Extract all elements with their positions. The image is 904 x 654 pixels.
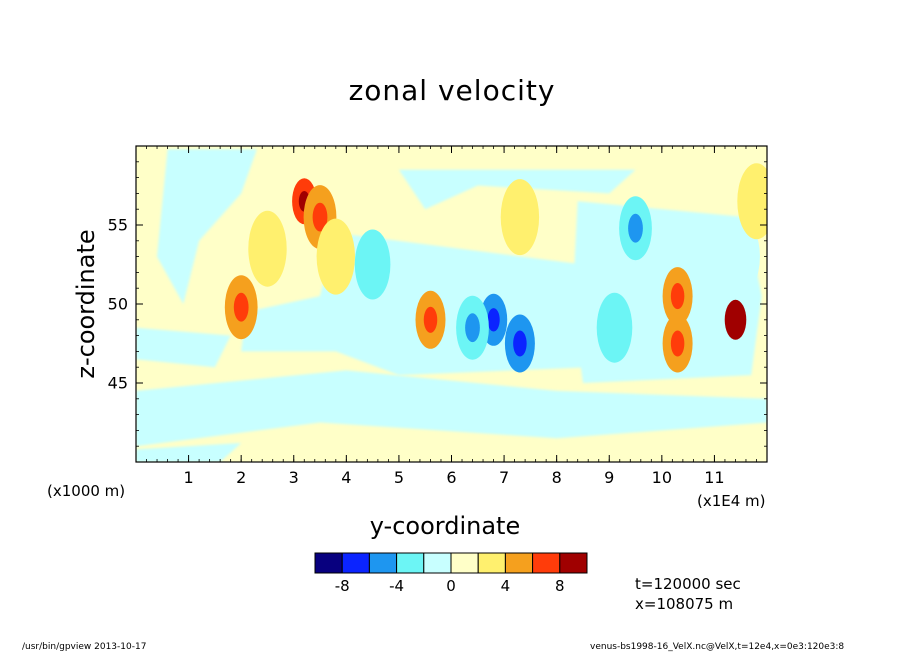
colorbar-swatch-7	[477, 552, 506, 574]
x-units-note: (x1E4 m)	[697, 492, 766, 510]
x-tick-label-6: 6	[446, 468, 457, 487]
x-tick-label-5: 5	[393, 468, 404, 487]
field-feature-core-10	[513, 330, 527, 357]
field-feature-4	[248, 210, 287, 287]
field-feature-core-9	[465, 313, 480, 343]
field-feature-core-2	[312, 202, 328, 232]
field-feature-core-14	[670, 283, 685, 310]
y-tick-label-45: 45	[107, 373, 128, 393]
position-annotation: x=108075 m	[635, 595, 734, 613]
footer-right: venus-bs1998-16_VelX.nc@VelX,t=12e4,x=0e…	[590, 642, 845, 652]
colorbar-swatch-10	[559, 552, 588, 574]
y-axis-label: z-coordinate	[72, 229, 100, 379]
colorbar-label-0: 0	[446, 577, 456, 595]
time-annotation: t=120000 sec	[635, 575, 741, 593]
colorbar-swatch-8	[504, 552, 534, 574]
x-axis-label: y-coordinate	[369, 512, 521, 540]
field-feature-18	[737, 163, 767, 240]
colorbar-label-4: 4	[500, 577, 511, 595]
colorbar-swatch-9	[532, 552, 561, 574]
field-band	[136, 443, 242, 462]
field-feature-6	[354, 229, 391, 300]
x-tick-label-7: 7	[498, 468, 510, 487]
field-feature-17	[721, 218, 760, 295]
colorbar-swatch-2	[341, 552, 370, 574]
y-tick-label-55: 55	[107, 215, 128, 235]
y-tick-label-50: 50	[107, 294, 128, 314]
x-tick-label-8: 8	[551, 468, 562, 487]
x-scale-note: (x1000 m)	[47, 482, 126, 500]
x-tick-label-10: 10	[651, 468, 673, 487]
colorbar-label-8: 8	[555, 577, 565, 595]
x-tick-label-3: 3	[288, 468, 299, 487]
field-feature-core-5	[233, 292, 249, 322]
footer-left: /usr/bin/gpview 2013-10-17	[22, 642, 147, 652]
colorbar-label--4: -4	[389, 577, 405, 595]
field-feature-core-16	[730, 310, 741, 329]
colorbar-label--8: -8	[334, 577, 350, 595]
field-feature-core-7	[423, 306, 438, 333]
field-feature-core-8	[487, 308, 500, 332]
colorbar-swatch-6	[450, 552, 479, 574]
field-feature-core-15	[670, 330, 685, 357]
field-band	[136, 327, 231, 368]
colorbar-swatch-1	[314, 552, 343, 574]
x-tick-label-1: 1	[183, 468, 194, 487]
field-feature-3	[316, 218, 355, 295]
x-tick-label-11: 11	[704, 468, 725, 487]
field-feature-core-12	[628, 213, 643, 243]
colorbar-swatch-3	[368, 552, 398, 574]
field-feature-11	[500, 179, 540, 256]
x-tick-label-9: 9	[604, 468, 615, 487]
field-feature-13	[596, 292, 633, 363]
field-band	[136, 370, 767, 447]
field-band	[157, 149, 257, 304]
x-tick-label-2: 2	[236, 468, 247, 487]
x-tick-label-4: 4	[341, 468, 352, 487]
colorbar-swatch-5	[423, 552, 452, 574]
field-band	[398, 169, 636, 210]
chart-title: zonal velocity	[348, 74, 556, 107]
colorbar-swatch-4	[396, 552, 425, 574]
